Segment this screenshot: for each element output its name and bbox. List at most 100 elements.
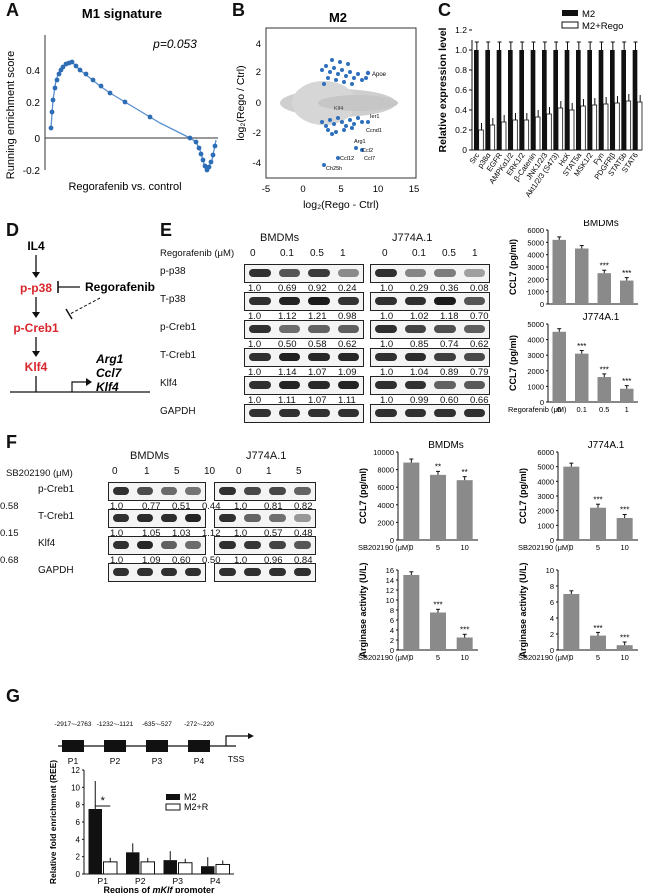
ytick: 0 [390, 646, 394, 655]
e-quant-value: 1.0 [248, 283, 262, 294]
e-band [337, 409, 359, 417]
ma-up-points [320, 58, 371, 86]
e-band [308, 297, 330, 305]
e-quant-value: 1.0 [248, 339, 262, 350]
f-quant-value: 0.96 [264, 555, 283, 566]
e-group-bmdm: BMDMs [260, 232, 300, 244]
bar [597, 377, 611, 402]
c-bar-rego [602, 103, 609, 151]
panel-label-c: C [438, 0, 451, 20]
g-significance: * [101, 795, 106, 807]
significance-mark: *** [622, 377, 631, 386]
x-axis-label: Regorafenib (μM) [508, 405, 567, 414]
c-bar-rego [568, 109, 575, 151]
significance-mark: *** [620, 506, 629, 515]
e-blot-strip [244, 404, 364, 423]
bar [620, 280, 634, 304]
e-band [463, 325, 485, 333]
f-quant-value: 0.44 [202, 501, 221, 512]
significance-mark: *** [460, 626, 469, 635]
e-row-label: p-Creb1 [160, 322, 197, 333]
ma-gene-label: Ccnd1 [366, 128, 382, 134]
g-ytick: 10 [71, 783, 80, 792]
c-bar-rego [580, 105, 586, 151]
c-bar-m2 [564, 50, 570, 150]
e-quant-value: 0.69 [278, 283, 297, 294]
ytick: 0 [550, 646, 554, 655]
g-tss-label: TSS [228, 754, 245, 764]
e-quant-value: 0.79 [470, 367, 489, 378]
e-band [308, 381, 330, 389]
c-bar-m2 [587, 50, 592, 150]
g-ytick: 6 [76, 818, 81, 827]
g-region-coords: -272~-220 [184, 721, 214, 728]
e-dose-label: 0.5 [310, 248, 324, 259]
ma-ytick: 2 [256, 67, 261, 78]
g-legend-label: M2 [184, 792, 197, 802]
c-legend-label: M2 [582, 9, 595, 20]
ytick: 2 [390, 636, 394, 645]
e-quant-value: 0.24 [338, 283, 357, 294]
f-quant-value: 0.77 [142, 501, 161, 512]
c-bar-m2 [621, 50, 626, 150]
ytick: 4 [550, 614, 554, 623]
g-xlabel: Regions of mKlf promoter [103, 885, 215, 893]
ma-xlabel: log₂(Rego - Ctrl) [303, 199, 379, 211]
e-band [308, 325, 330, 333]
g-ylabel: Relative fold enrichment (REE) [48, 760, 58, 884]
bar [430, 612, 446, 650]
c-bar-m2 [508, 50, 513, 150]
c-bar-m2 [576, 50, 581, 150]
f-quant-value: 0.60 [172, 555, 191, 566]
e-band [278, 297, 300, 305]
ma-ylabel: log₂(Rego / Ctrl) [235, 65, 247, 140]
g-tss-arrow [225, 735, 250, 746]
e-quant-value: 0.99 [410, 395, 429, 406]
g-bar-m2 [126, 852, 140, 874]
c-legend-label: M2+Rego [582, 21, 623, 32]
e-quant-value: 1.0 [248, 367, 262, 378]
x-category-label: 0 [569, 653, 573, 662]
x-category-label: 10 [460, 543, 468, 552]
ytick: 5000 [537, 463, 554, 472]
e-quant-value: 1.0 [380, 367, 394, 378]
e-band [249, 353, 271, 361]
e-quant-value: 0.89 [440, 367, 459, 378]
x-category-label: 0.1 [577, 405, 587, 414]
ytick: 10 [386, 596, 394, 605]
f-dose-label: 10 [204, 466, 216, 477]
f-group-j774: J774A.1 [246, 450, 287, 462]
ma-ytick: 0 [256, 98, 261, 109]
x-axis-label: SB202190 (μM) [518, 653, 571, 662]
f-quant-value: 0.15 [0, 528, 19, 539]
significance-mark: *** [433, 601, 442, 610]
ytick: 12 [386, 586, 394, 595]
g-x-category: P1 [98, 876, 109, 886]
ma-title: M2 [329, 10, 347, 25]
c-bar-rego [546, 113, 552, 151]
e-band [337, 297, 359, 305]
f-quant-value: 0.68 [0, 555, 19, 566]
gene-ccl7: Ccl7 [96, 366, 123, 380]
ytick: 8000 [377, 466, 394, 475]
g-bar-m2r [215, 863, 230, 875]
g-promoter-region [188, 740, 210, 752]
c-ytick: 1.0 [455, 45, 467, 55]
ma-plot-b: M2 log₂(Rego / Ctrl) 4 2 0 -2 -4 -5 0 5 … [235, 10, 420, 211]
ytick: 2000 [537, 507, 554, 516]
c-ytick: 0.8 [455, 65, 467, 75]
e-row-label: p-p38 [160, 266, 186, 277]
gsea-pvalue: p=0.053 [152, 37, 197, 51]
f-band [137, 514, 153, 522]
ma-down-points [320, 116, 370, 167]
c-legend-swatch-m2 [562, 10, 578, 16]
e-blot-strip [370, 376, 490, 395]
ma-xtick: 15 [409, 184, 420, 195]
e-quant-value: 0.85 [410, 339, 429, 350]
ytick: 1000 [537, 521, 554, 530]
e-row-label: Klf4 [160, 378, 178, 389]
e-dose-label: 0.1 [280, 248, 294, 259]
c-ytick: 1.2 [455, 25, 467, 35]
e-j774-ccl7-chart: 0 1000 2000 3000 4000 5000 J774A.1 CCL7 (pg/ml)… [508, 312, 638, 414]
